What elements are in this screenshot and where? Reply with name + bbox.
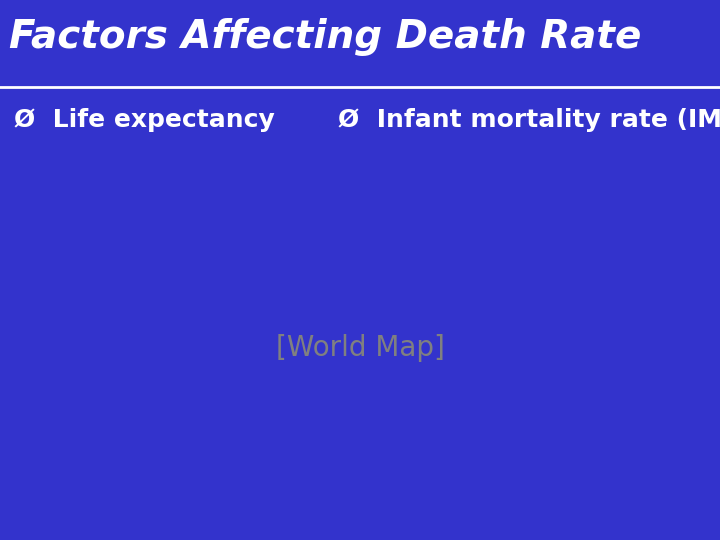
Text: Ø  Life expectancy: Ø Life expectancy (14, 108, 275, 132)
Text: Ø  Infant mortality rate (IMR): Ø Infant mortality rate (IMR) (338, 108, 720, 132)
Text: [World Map]: [World Map] (276, 334, 444, 362)
Text: Factors Affecting Death Rate: Factors Affecting Death Rate (9, 18, 641, 56)
